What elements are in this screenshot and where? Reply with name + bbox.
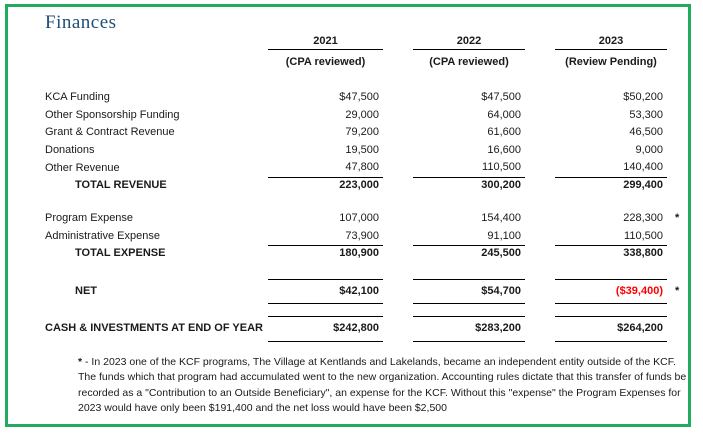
table-row-net: NET $42,100 $54,700 ($39,400) * (8, 278, 688, 304)
value-2022: 61,600 (487, 126, 521, 138)
value-2023: $50,200 (623, 91, 663, 103)
value-2021: 223,000 (339, 178, 379, 191)
value-2022: 154,400 (481, 212, 521, 224)
column-header-2023: 2023 (555, 34, 667, 50)
year-header-row: 2021 2022 2023 (8, 34, 688, 50)
value-2021: 107,000 (339, 212, 379, 224)
column-header-2022: 2022 (413, 34, 525, 50)
table-row-other-revenue: Other Revenue 47,800 110,500 140,400 (8, 159, 688, 178)
value-2021: $242,800 (268, 316, 383, 342)
column-status-2023: (Review Pending) (565, 56, 657, 68)
row-label: KCA Funding (45, 91, 110, 103)
value-2021: 19,500 (345, 143, 379, 156)
footnote-marker: * (675, 284, 680, 297)
row-label: TOTAL REVENUE (75, 178, 167, 191)
value-2021: 47,800 (268, 159, 383, 178)
table-row-kca-funding: KCA Funding $47,500 $47,500 $50,200 (8, 89, 688, 107)
value-2023: $264,200 (555, 316, 667, 342)
value-2022: $283,200 (413, 316, 525, 342)
table-row-administrative-expense: Administrative Expense 73,900 91,100 110… (8, 228, 688, 246)
column-header-2021: 2021 (268, 34, 383, 50)
value-2023: 140,400 (555, 159, 667, 178)
row-label: Other Sponsorship Funding (45, 108, 180, 121)
row-label: Other Revenue (45, 161, 120, 174)
value-2023: 299,400 (623, 178, 663, 191)
table-row-program-expense: Program Expense 107,000 154,400 228,300 … (8, 210, 688, 228)
footnote-text: - In 2023 one of the KCF programs, The V… (78, 355, 687, 415)
value-2022: 110,500 (413, 159, 525, 178)
value-2023-negative: ($39,400) (555, 278, 667, 304)
table-row-total-revenue: TOTAL REVENUE 223,000 300,200 299,400 (8, 177, 688, 195)
column-status-2022: (CPA reviewed) (429, 56, 509, 68)
row-label: Grant & Contract Revenue (45, 126, 175, 138)
report-frame: Finances 2021 2022 2023 (CPA reviewed) (… (5, 4, 691, 427)
table-row-donations: Donations 19,500 16,600 9,000 (8, 142, 688, 160)
value-2022: 64,000 (487, 108, 521, 121)
value-2023: 228,300 (623, 212, 663, 224)
value-2021: $47,500 (339, 91, 379, 103)
value-2021: 79,200 (345, 126, 379, 138)
footnote-marker: * (675, 212, 680, 224)
table-row-cash-investments: CASH & INVESTMENTS AT END OF YEAR $242,8… (8, 316, 688, 342)
table-row-other-sponsorship: Other Sponsorship Funding 29,000 64,000 … (8, 107, 688, 125)
value-2023: 53,300 (629, 108, 663, 121)
value-2022: $47,500 (481, 91, 521, 103)
row-label: CASH & INVESTMENTS AT END OF YEAR (45, 322, 263, 334)
value-2021: 180,900 (339, 247, 379, 259)
row-label: TOTAL EXPENSE (75, 247, 166, 259)
value-2023: 9,000 (635, 143, 663, 156)
expense-section: Program Expense 107,000 154,400 228,300 … (8, 210, 688, 263)
footnote-marker: * (78, 355, 83, 368)
value-2022: $54,700 (413, 278, 525, 304)
table-row-total-expense: TOTAL EXPENSE 180,900 245,500 338,800 (8, 245, 688, 263)
value-2022: 91,100 (413, 228, 525, 246)
row-label: Administrative Expense (45, 230, 160, 242)
value-2022: 16,600 (487, 143, 521, 156)
value-2021: 73,900 (268, 228, 383, 246)
footnote: * - In 2023 one of the KCF programs, The… (78, 355, 688, 417)
revenue-section: KCA Funding $47,500 $47,500 $50,200 Othe… (8, 89, 688, 194)
value-2023: 46,500 (629, 126, 663, 138)
value-2021: 29,000 (345, 108, 379, 121)
column-status-2021: (CPA reviewed) (285, 56, 366, 68)
status-header-row: (CPA reviewed) (CPA reviewed) (Review Pe… (8, 55, 688, 69)
table-row-grant-contract: Grant & Contract Revenue 79,200 61,600 4… (8, 124, 688, 142)
row-label: Donations (45, 143, 95, 156)
page-title: Finances (45, 12, 117, 33)
value-2021: $42,100 (268, 278, 383, 304)
value-2022: 245,500 (481, 247, 521, 259)
row-label: NET (75, 284, 97, 297)
value-2023: 338,800 (623, 247, 663, 259)
row-label: Program Expense (45, 212, 134, 224)
value-2022: 300,200 (481, 178, 521, 191)
value-2023: 110,500 (555, 228, 667, 246)
